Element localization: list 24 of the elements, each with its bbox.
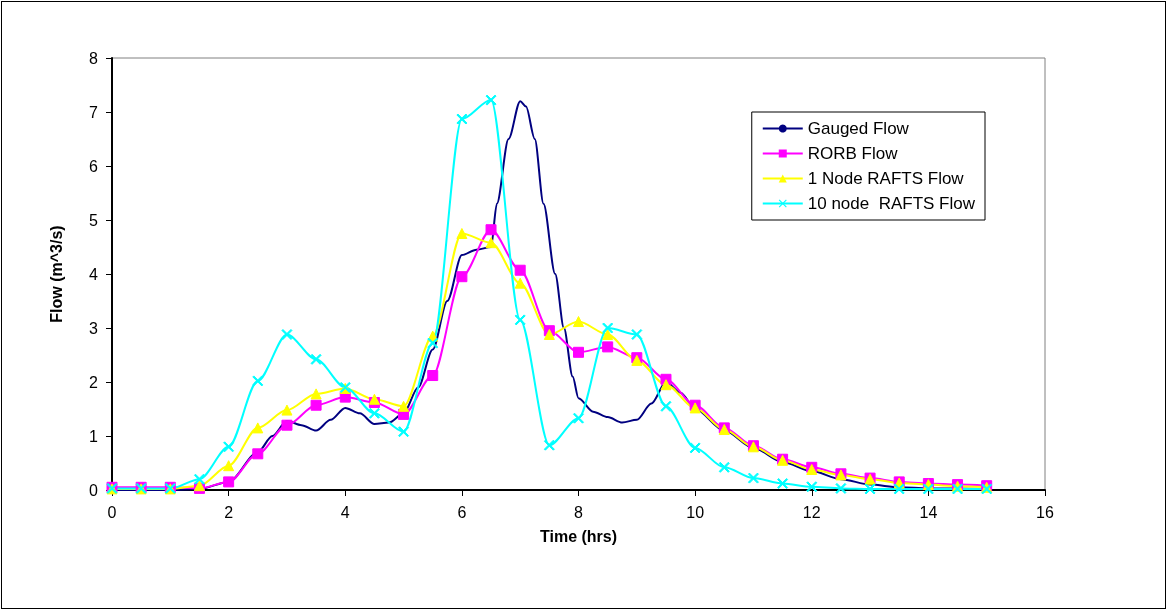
y-tick-label: 2: [89, 373, 99, 391]
x-tick-label: 4: [340, 503, 350, 521]
x-tick-label: 10: [686, 503, 705, 521]
legend-label: 1 Node RAFTS Flow: [807, 169, 965, 188]
x-tick-label: 0: [107, 503, 117, 521]
y-axis-title: Flow (m^3/s): [47, 225, 65, 323]
x-tick-label: 14: [919, 503, 938, 521]
x-tick-label: 12: [802, 503, 821, 521]
x-axis-title: Time (hrs): [539, 527, 618, 545]
y-tick-label: 5: [89, 211, 99, 229]
x-tick-label: 2: [224, 503, 234, 521]
y-tick-label: 7: [89, 103, 99, 121]
x-tick-label: 8: [574, 503, 584, 521]
y-tick-label: 6: [89, 157, 99, 175]
legend-label: Gauged Flow: [807, 119, 910, 138]
y-tick-label: 8: [89, 49, 99, 67]
y-tick-label: 1: [89, 427, 99, 445]
y-tick-label: 3: [89, 319, 99, 337]
y-tick-label: 0: [89, 481, 99, 499]
legend-label: 10 node RAFTS Flow: [807, 194, 976, 213]
x-tick-label: 16: [1036, 503, 1054, 521]
x-tick-label: 6: [457, 503, 467, 521]
legend-label: RORB Flow: [807, 144, 899, 163]
y-tick-label: 4: [89, 265, 99, 283]
